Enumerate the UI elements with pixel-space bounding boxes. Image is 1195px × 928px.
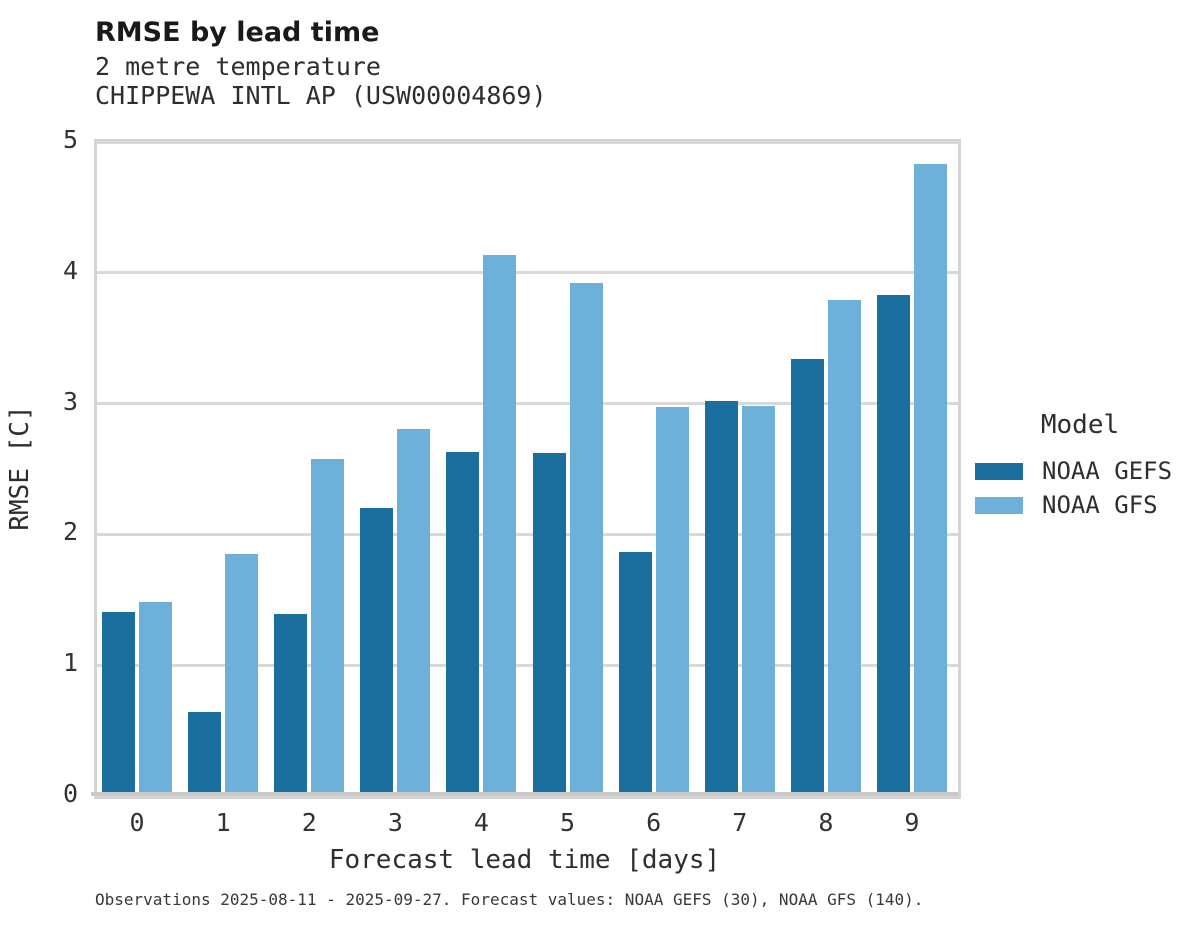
bar-noaa-gfs-lead-4 xyxy=(483,255,517,793)
x-tick-label: 5 xyxy=(560,808,576,837)
bar-noaa-gfs-lead-5 xyxy=(569,282,603,793)
bar-noaa-gefs-lead-6 xyxy=(618,552,652,793)
bar-noaa-gfs-lead-8 xyxy=(827,299,861,793)
y-gridline xyxy=(97,402,958,406)
y-tick-label: 0 xyxy=(62,779,78,808)
y-tick-label: 4 xyxy=(62,255,78,285)
x-axis-line xyxy=(91,792,958,796)
x-tick-label: 0 xyxy=(129,808,145,837)
bar-noaa-gfs-lead-7 xyxy=(741,405,775,793)
bar-noaa-gefs-lead-1 xyxy=(188,711,222,793)
bar-noaa-gefs-lead-0 xyxy=(102,612,136,793)
chart-subtitle-station: CHIPPEWA INTL AP (USW00004869) xyxy=(95,81,547,110)
x-tick-label: 6 xyxy=(646,808,662,837)
y-gridline xyxy=(97,271,958,275)
legend-label: NOAA GEFS xyxy=(1042,457,1173,485)
bar-noaa-gefs-lead-4 xyxy=(446,451,480,793)
y-tick-label: 3 xyxy=(62,386,78,416)
y-tick-label: 5 xyxy=(62,125,78,154)
bar-noaa-gefs-lead-9 xyxy=(876,294,910,793)
y-gridline xyxy=(97,140,958,144)
x-tick-label: 3 xyxy=(387,808,403,837)
y-tick-label: 1 xyxy=(62,648,78,678)
bar-noaa-gefs-lead-8 xyxy=(790,358,824,793)
y-gridline xyxy=(97,532,958,536)
legend-entry: NOAA GEFS xyxy=(975,454,1185,488)
legend-label: NOAA GFS xyxy=(1042,491,1158,519)
x-tick-label: 1 xyxy=(215,808,231,837)
bar-noaa-gfs-lead-3 xyxy=(397,429,431,793)
bar-noaa-gefs-lead-2 xyxy=(274,613,308,793)
footer-caption: Observations 2025-08-11 - 2025-09-27. Fo… xyxy=(95,890,924,909)
legend-title: Model xyxy=(1040,410,1120,440)
bar-noaa-gefs-lead-3 xyxy=(360,507,394,793)
x-tick-label: 9 xyxy=(904,808,920,837)
chart-subtitle-variable: 2 metre temperature xyxy=(95,52,381,81)
bar-noaa-gfs-lead-1 xyxy=(225,553,259,793)
x-tick-label: 2 xyxy=(301,808,317,837)
x-tick-label: 8 xyxy=(818,808,834,837)
bar-noaa-gefs-lead-7 xyxy=(704,400,738,793)
y-tick-label: 2 xyxy=(62,517,78,547)
legend-entry: NOAA GFS xyxy=(975,488,1185,522)
x-axis-title: Forecast lead time [days] xyxy=(328,845,721,875)
y-gridline xyxy=(97,663,958,667)
x-tick-label: 7 xyxy=(732,808,748,837)
y-axis-title: RMSE [C] xyxy=(5,405,35,531)
chart-title: RMSE by lead time xyxy=(95,17,380,48)
bar-noaa-gfs-lead-9 xyxy=(913,163,947,793)
bar-noaa-gefs-lead-5 xyxy=(532,452,566,793)
legend-swatch-icon xyxy=(975,496,1023,514)
bar-noaa-gfs-lead-2 xyxy=(311,459,345,793)
bar-noaa-gfs-lead-0 xyxy=(139,602,173,793)
bar-noaa-gfs-lead-6 xyxy=(655,407,689,793)
x-tick-label: 4 xyxy=(473,808,489,837)
legend-swatch-icon xyxy=(975,462,1023,480)
legend: Model NOAA GEFS NOAA GFS xyxy=(975,410,1185,522)
